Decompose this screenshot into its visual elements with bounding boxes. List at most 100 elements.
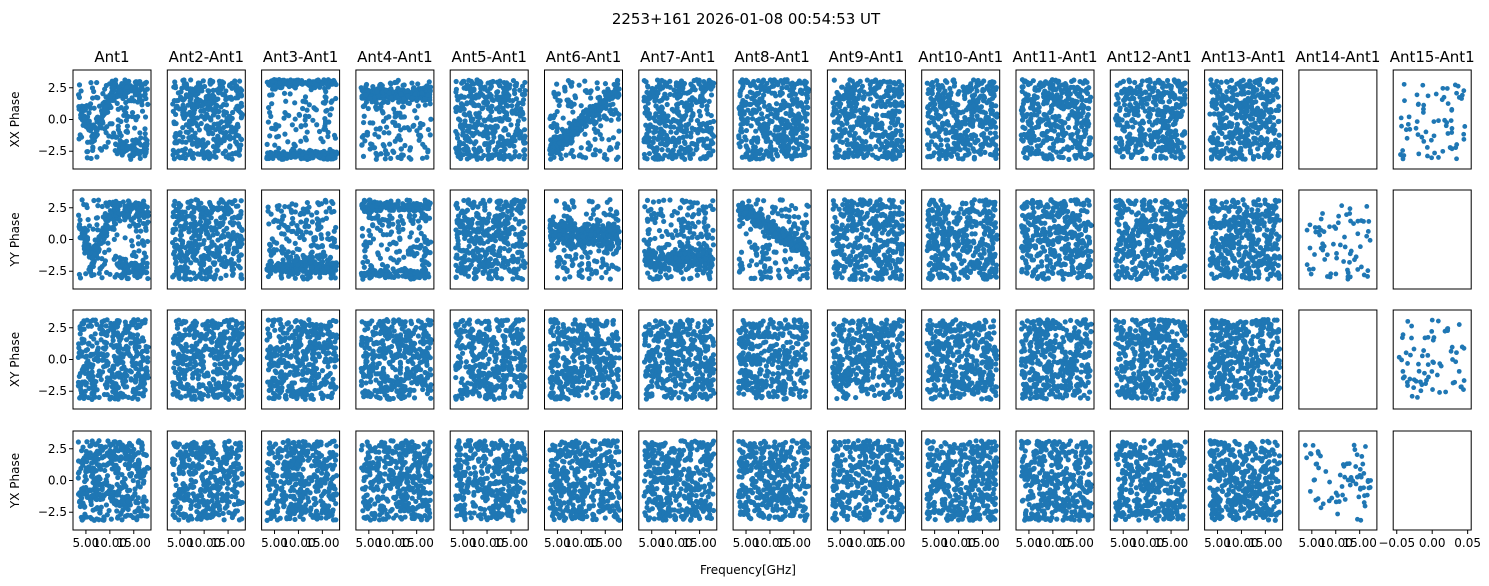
data-point [1079,124,1085,130]
data-point [1177,154,1184,160]
data-point [303,154,310,160]
data-point [737,90,743,97]
data-point [979,123,986,130]
data-point [765,121,771,127]
data-point [137,130,143,136]
data-point [217,126,223,132]
data-point [494,89,500,95]
data-point [688,117,694,123]
data-point [974,80,980,86]
data-point [332,135,339,141]
data-point [95,95,101,101]
data-point [572,93,578,99]
data-point [958,120,964,126]
data-point [109,85,115,91]
data-point [959,156,965,162]
data-point [113,134,119,140]
data-point [129,110,136,116]
data-point [325,155,331,161]
data-point [662,141,668,148]
data-point [221,109,227,115]
data-point [867,96,873,102]
data-point [802,110,808,116]
data-point [661,114,667,120]
data-point [1053,149,1060,155]
data-point [1132,79,1138,86]
data-point [1036,136,1042,143]
data-point [142,126,148,132]
data-point [264,155,270,162]
data-point [324,107,330,113]
data-point [711,80,717,86]
data-point [464,100,470,106]
data-point [1043,153,1049,159]
data-point [1162,147,1169,153]
data-point [551,89,557,95]
data-point [322,126,329,132]
data-point [755,137,761,143]
data-point [518,106,524,112]
data-point [364,132,371,138]
data-point [115,117,121,123]
data-point [97,117,103,123]
data-point [487,91,493,97]
data-point [863,129,869,136]
data-point [649,85,655,92]
data-point [503,110,510,116]
data-point [267,92,273,98]
data-point [872,126,879,132]
data-point [266,105,272,111]
data-point [116,84,122,90]
data-point [868,90,874,96]
data-point [91,105,97,111]
data-point [887,79,893,85]
data-point [690,151,696,157]
data-point [588,95,594,101]
data-point [1117,149,1123,155]
data-point [1072,141,1078,147]
data-point [571,129,577,135]
data-point [478,80,484,86]
data-point [1161,138,1168,145]
data-point [360,119,367,126]
data-point [422,102,428,108]
data-point [972,133,978,139]
data-point [1159,116,1165,122]
data-point [988,124,994,130]
data-point [1176,82,1183,88]
data-point [790,145,797,151]
data-point [598,123,604,129]
column-title: Ant12-Ant1 [1107,48,1192,66]
column-title: Ant13-Ant1 [1201,48,1286,66]
data-point [302,135,308,141]
data-point [1155,88,1161,95]
data-point [1143,140,1149,147]
data-point [328,106,335,112]
data-point [87,123,94,129]
data-point [833,107,839,114]
data-point [875,100,881,106]
data-point [964,84,970,91]
data-point [291,141,297,147]
data-point [845,82,851,88]
data-point [1139,118,1146,124]
data-point [751,143,757,150]
data-point [783,137,789,143]
data-point [427,132,433,138]
data-point [1058,87,1064,93]
data-point [1136,141,1143,147]
data-point [884,139,890,146]
data-point [851,82,858,88]
data-point [644,139,650,145]
figure-title: 2253+161 2026-01-08 00:54:53 UT [612,10,881,28]
data-point [673,82,679,89]
data-point [1072,103,1078,110]
data-point [1024,155,1030,161]
data-point [496,104,502,111]
data-point [98,147,105,153]
column-title: Ant11-Ant1 [1012,48,1097,66]
data-point [792,91,799,97]
data-point [802,78,808,84]
data-point [832,150,838,156]
data-point [739,77,745,83]
